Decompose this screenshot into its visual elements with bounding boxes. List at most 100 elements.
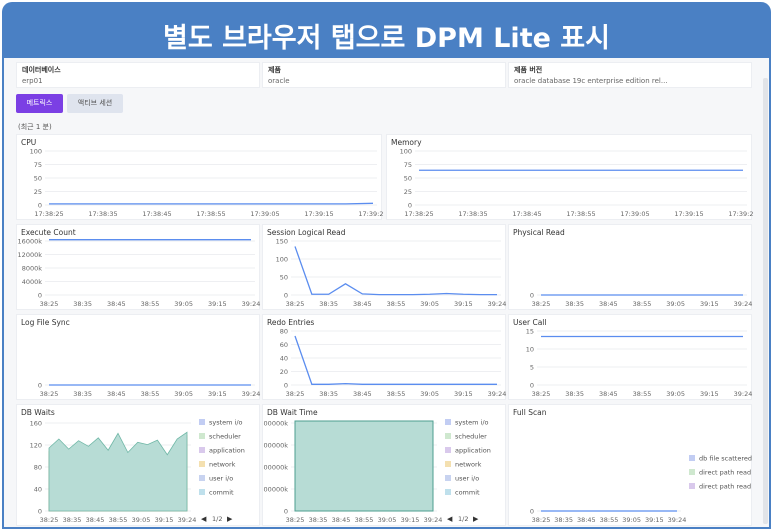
x-tick-label: 38:45 xyxy=(86,516,105,524)
y-tick-label: 00000k xyxy=(264,420,289,428)
x-tick-label: 17:38:25 xyxy=(34,210,63,218)
x-tick-label: 39:05 xyxy=(378,516,397,524)
y-tick-label: 100 xyxy=(30,148,42,156)
legend-label: scheduler xyxy=(455,433,487,441)
x-tick-label: 39:24 xyxy=(488,300,507,308)
chart-panel-db-waits: DB Waits 160 120 80 40 0 38:25 38:35 38:45 38:55 3… xyxy=(16,404,260,526)
scrollbar[interactable] xyxy=(763,78,768,524)
y-tick-label: 0 xyxy=(530,382,534,390)
x-tick-label: 17:38:45 xyxy=(142,210,171,218)
x-tick-label: 38:55 xyxy=(141,300,160,308)
tab-active-session[interactable]: 액티브 세션 xyxy=(67,94,123,113)
legend-swatch xyxy=(689,483,695,489)
x-tick-label: 38:55 xyxy=(109,516,128,524)
x-tick-label: 39:15 xyxy=(700,300,719,308)
x-tick-label: 39:15 xyxy=(155,516,174,524)
chart-title: Physical Read xyxy=(513,228,565,237)
chart-panel-full-scan: Full Scan 0 38:25 38:35 38:45 38:55 39:05 39:15… xyxy=(508,404,753,526)
x-tick-label: 17:39:15 xyxy=(674,210,703,218)
x-tick-label: 38:35 xyxy=(63,516,82,524)
x-tick-label: 17:38:55 xyxy=(566,210,595,218)
x-tick-label: 39:05 xyxy=(174,390,193,398)
chart-panel-session-logical-read: Session Logical Read 150 100 50 0 38:25 38:35 3… xyxy=(262,224,506,310)
line-series xyxy=(294,335,497,385)
legend-label: direct path read t xyxy=(699,483,753,491)
legend-label: system i/o xyxy=(455,419,489,427)
x-tick-label: 39:15 xyxy=(454,390,473,398)
info-value: oracle database 19c enterprise edition r… xyxy=(514,77,668,85)
y-tick-label: 0 xyxy=(530,508,534,516)
x-tick-label: 38:25 xyxy=(40,516,59,524)
legend-label: user i/o xyxy=(209,475,233,483)
info-product: 제품 oracle xyxy=(262,62,506,88)
y-tick-label: 0 xyxy=(284,382,288,390)
x-tick-label: 17:39:05 xyxy=(620,210,649,218)
x-tick-label: 39:05 xyxy=(420,300,439,308)
legend-next-icon[interactable]: ▶ xyxy=(227,515,233,523)
x-tick-label: 39:05 xyxy=(132,516,151,524)
legend-label: network xyxy=(209,461,236,469)
x-tick-label: 38:45 xyxy=(577,516,596,524)
legend-prev-icon[interactable]: ◀ xyxy=(201,515,207,523)
chart-svg: 160 120 80 40 038:25 38:35 38:45 38:55 39:05 39:1… xyxy=(30,419,245,525)
x-tick-label: 38:55 xyxy=(633,300,652,308)
line-series xyxy=(49,202,374,205)
title-banner: 별도 브라우저 탭으로 DPM Lite 표시 xyxy=(2,2,771,62)
legend-next-icon[interactable]: ▶ xyxy=(473,515,479,523)
y-tick-label: 160 xyxy=(30,420,42,428)
y-tick-label: 0 xyxy=(284,292,288,300)
x-tick-label: 38:35 xyxy=(554,516,573,524)
legend-swatch xyxy=(199,461,205,467)
chart-panel-redo-entries: Redo Entries 80 60 40 20 0 38:25 38:35 38:45 38:5… xyxy=(262,314,506,400)
x-tick-label: 38:35 xyxy=(565,390,584,398)
legend-swatch xyxy=(445,461,451,467)
chart-svg: 00000k 00000k 00000k 00000k 038:25 38:35 38:45… xyxy=(264,419,491,525)
y-tick-label: 0 xyxy=(38,292,42,300)
x-tick-label: 39:15 xyxy=(208,300,227,308)
chart-title: Log File Sync xyxy=(21,318,70,327)
legend-swatch xyxy=(445,433,451,439)
x-tick-label: 17:38:45 xyxy=(512,210,541,218)
legend-label: commit xyxy=(455,489,480,497)
chart-panel-physical-read: Physical Read 0 38:25 38:35 38:45 38:55 39:05 3… xyxy=(508,224,752,310)
chart-title: Execute Count xyxy=(21,228,76,237)
x-tick-label: 38:25 xyxy=(532,516,551,524)
x-tick-label: 38:35 xyxy=(319,300,338,308)
info-database: 데이터베이스 erp01 xyxy=(16,62,260,88)
x-tick-label: 38:45 xyxy=(599,300,618,308)
x-tick-label: 38:35 xyxy=(73,390,92,398)
info-value: oracle xyxy=(268,77,290,85)
y-tick-label: 40 xyxy=(34,486,42,494)
info-label: 제품 버전 xyxy=(514,66,543,74)
y-tick-label: 4000k xyxy=(22,278,43,286)
x-tick-label: 38:25 xyxy=(286,516,305,524)
chart-svg: 15 10 5 038:25 38:35 38:45 38:55 39:05 39:15 39:2… xyxy=(526,328,753,399)
y-tick-label: 25 xyxy=(404,188,412,196)
chart-panel-execute: Execute Count 16000k 12000k 8000k 4000k 0 38:2… xyxy=(16,224,260,310)
y-tick-label: 00000k xyxy=(264,486,289,494)
legend-swatch xyxy=(445,419,451,425)
legend-label: network xyxy=(455,461,482,469)
y-tick-label: 25 xyxy=(34,188,42,196)
tab-metrics[interactable]: 메트릭스 xyxy=(16,94,63,113)
x-tick-label: 38:25 xyxy=(40,390,59,398)
x-tick-label: 38:35 xyxy=(319,390,338,398)
x-tick-label: 39:15 xyxy=(208,390,227,398)
y-tick-label: 80 xyxy=(34,464,42,472)
chart-svg: 16000k 12000k 8000k 4000k 038:25 38:35 38:45 38… xyxy=(18,238,261,309)
x-tick-label: 39:15 xyxy=(454,300,473,308)
legend-prev-icon[interactable]: ◀ xyxy=(447,515,453,523)
legend-label: user i/o xyxy=(455,475,479,483)
info-version: 제품 버전 oracle database 19c enterprise edi… xyxy=(508,62,752,88)
x-tick-label: 39:05 xyxy=(174,300,193,308)
x-tick-label: 39:24 xyxy=(734,300,753,308)
x-tick-label: 39:05 xyxy=(666,390,685,398)
y-tick-label: 80 xyxy=(280,328,288,336)
y-tick-label: 0 xyxy=(284,508,288,516)
x-tick-label: 38:25 xyxy=(532,300,551,308)
area-series xyxy=(48,431,188,512)
y-tick-label: 100 xyxy=(276,256,288,264)
legend-label: application xyxy=(455,447,491,455)
y-tick-label: 0 xyxy=(530,292,534,300)
